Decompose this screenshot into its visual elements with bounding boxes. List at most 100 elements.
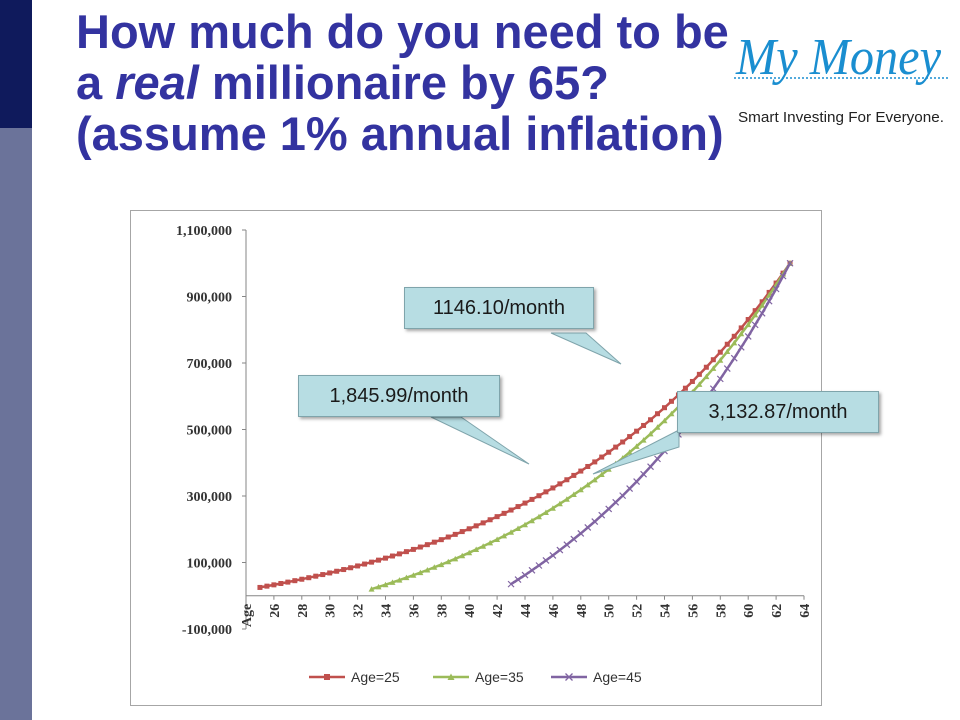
data-point bbox=[654, 424, 661, 430]
data-point bbox=[278, 580, 284, 586]
data-point bbox=[571, 472, 577, 478]
data-point bbox=[549, 505, 556, 511]
data-point bbox=[682, 385, 688, 391]
data-point bbox=[543, 489, 549, 495]
data-point bbox=[549, 551, 557, 559]
x-tick-label: 50 bbox=[603, 604, 618, 618]
x-tick-label: 26 bbox=[268, 604, 283, 618]
data-point bbox=[424, 542, 430, 548]
data-point bbox=[647, 463, 654, 471]
data-point bbox=[759, 299, 765, 305]
legend-label-Age=35: Age=35 bbox=[475, 669, 524, 685]
y-tick-label: 700,000 bbox=[187, 357, 233, 372]
data-point bbox=[772, 285, 780, 293]
x-axis-first-label: Age bbox=[240, 604, 255, 627]
data-point bbox=[605, 505, 613, 513]
data-point bbox=[515, 504, 521, 510]
data-point bbox=[368, 586, 375, 592]
my-money-logo: My Money Smart Investing For Everyone. bbox=[734, 29, 948, 126]
data-point bbox=[591, 518, 599, 525]
data-point bbox=[257, 584, 263, 590]
logo-tagline: Smart Investing For Everyone. bbox=[738, 109, 944, 126]
x-tick-label: 64 bbox=[798, 604, 813, 618]
x-tick-label: 62 bbox=[770, 604, 785, 618]
x-tick-label: 42 bbox=[491, 604, 506, 618]
data-point bbox=[585, 463, 591, 469]
data-point bbox=[327, 570, 333, 576]
data-point bbox=[668, 410, 675, 417]
data-point bbox=[591, 476, 598, 483]
y-tick-label: 900,000 bbox=[187, 291, 233, 306]
data-point bbox=[627, 434, 633, 440]
legend-label-Age=25: Age=25 bbox=[351, 669, 400, 685]
y-tick-label: -100,000 bbox=[182, 623, 232, 638]
data-point bbox=[563, 496, 570, 502]
data-point bbox=[466, 549, 473, 556]
x-tick-label: 30 bbox=[324, 604, 339, 618]
data-point bbox=[703, 364, 709, 370]
data-point bbox=[613, 444, 619, 450]
data-point bbox=[598, 511, 606, 519]
data-point bbox=[619, 492, 627, 500]
data-point bbox=[668, 398, 674, 404]
data-point bbox=[362, 561, 368, 567]
data-point bbox=[515, 525, 522, 532]
data-point bbox=[459, 529, 465, 535]
title-part-1: How much do you need to be a bbox=[76, 5, 729, 109]
data-point bbox=[480, 543, 487, 549]
data-point bbox=[445, 558, 452, 565]
chart-frame: 1,100,000 900,000 700,000 500,000 300,000 100… bbox=[130, 210, 822, 706]
logo-wordmark: My Money bbox=[735, 29, 942, 86]
data-point bbox=[724, 348, 731, 355]
data-point bbox=[480, 520, 486, 526]
x-tick-label: 34 bbox=[380, 604, 395, 618]
data-point bbox=[542, 557, 550, 564]
data-point bbox=[710, 357, 716, 363]
data-point bbox=[584, 481, 591, 488]
data-point bbox=[744, 332, 752, 340]
callout-tail-age-25 bbox=[550, 332, 622, 365]
data-point bbox=[522, 500, 528, 506]
data-point bbox=[751, 321, 759, 329]
data-point bbox=[577, 486, 584, 493]
data-point bbox=[535, 562, 543, 569]
data-point bbox=[508, 529, 515, 535]
data-point bbox=[703, 373, 710, 380]
data-point bbox=[570, 535, 578, 543]
title-part-2: millionaire by 65? (assume 1% annual inf… bbox=[76, 56, 724, 160]
legend-marker bbox=[565, 673, 573, 681]
data-point bbox=[529, 496, 535, 502]
y-tick-label: 1,100,000 bbox=[176, 224, 232, 239]
x-tick-label: 32 bbox=[352, 604, 367, 618]
y-tick-label: 500,000 bbox=[187, 424, 233, 439]
data-point bbox=[606, 449, 612, 455]
data-point bbox=[313, 573, 319, 579]
data-point bbox=[383, 555, 388, 561]
side-bar-top bbox=[0, 0, 32, 128]
data-point bbox=[494, 514, 500, 520]
data-point bbox=[557, 481, 563, 487]
data-point bbox=[542, 509, 549, 515]
data-point bbox=[396, 551, 402, 557]
data-point bbox=[738, 330, 745, 337]
data-point bbox=[661, 417, 668, 424]
y-tick-label: 100,000 bbox=[187, 557, 233, 572]
x-tick-label: 48 bbox=[575, 604, 590, 618]
data-point bbox=[731, 333, 737, 339]
data-point bbox=[376, 557, 382, 563]
data-point bbox=[779, 272, 787, 280]
data-point bbox=[494, 536, 501, 542]
data-point bbox=[592, 459, 598, 465]
data-point bbox=[577, 530, 585, 537]
data-point bbox=[487, 539, 494, 546]
data-point bbox=[320, 572, 326, 578]
data-point bbox=[369, 559, 375, 565]
data-point bbox=[641, 422, 647, 428]
data-point bbox=[724, 341, 730, 347]
x-tick-label: 40 bbox=[463, 604, 478, 618]
data-point bbox=[410, 572, 417, 578]
x-tick-label: 46 bbox=[547, 604, 562, 618]
data-point bbox=[536, 493, 542, 499]
data-point bbox=[341, 567, 347, 573]
data-point bbox=[647, 430, 654, 437]
